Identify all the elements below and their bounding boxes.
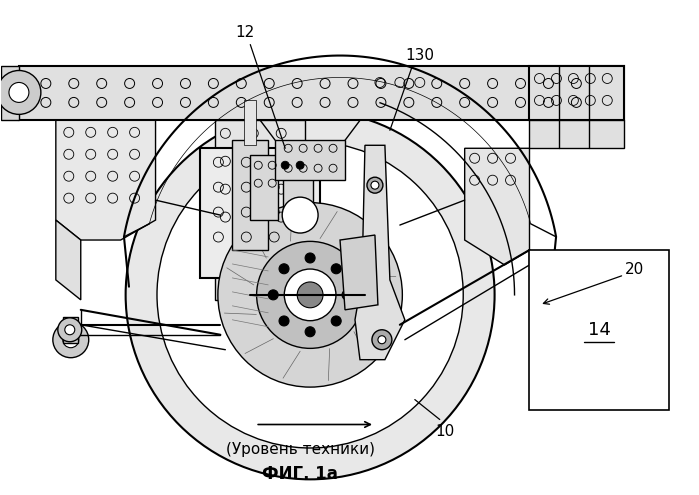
Text: 14: 14: [588, 321, 611, 339]
Text: (Уровень техники): (Уровень техники): [226, 442, 375, 457]
Bar: [63, 317, 78, 343]
Circle shape: [268, 290, 278, 300]
Circle shape: [371, 181, 379, 189]
Bar: [232, 140, 268, 250]
Circle shape: [281, 161, 289, 169]
Circle shape: [53, 322, 89, 358]
Polygon shape: [56, 220, 81, 300]
Text: 12: 12: [236, 25, 255, 40]
Bar: [250, 155, 278, 220]
Polygon shape: [340, 235, 378, 310]
Circle shape: [297, 282, 323, 308]
Bar: [530, 250, 669, 409]
Circle shape: [63, 332, 79, 347]
Text: 20: 20: [625, 262, 644, 277]
Bar: [283, 163, 313, 213]
Bar: [201, 148, 320, 278]
Bar: [215, 120, 305, 300]
Circle shape: [126, 110, 495, 479]
Text: 10: 10: [435, 424, 454, 439]
Circle shape: [279, 316, 289, 326]
Circle shape: [257, 242, 363, 348]
Polygon shape: [465, 148, 530, 265]
Circle shape: [284, 269, 336, 321]
Polygon shape: [355, 146, 405, 360]
Circle shape: [279, 264, 289, 274]
Text: 130: 130: [405, 48, 434, 63]
Circle shape: [282, 197, 318, 233]
Circle shape: [0, 70, 41, 114]
Circle shape: [367, 177, 383, 193]
Polygon shape: [56, 120, 156, 240]
Bar: [275, 140, 345, 180]
Bar: [19, 65, 624, 120]
Text: ФИГ. 1а: ФИГ. 1а: [262, 465, 338, 483]
Circle shape: [305, 253, 315, 263]
Circle shape: [296, 161, 304, 169]
Circle shape: [9, 83, 29, 102]
Circle shape: [65, 325, 75, 335]
Circle shape: [331, 316, 341, 326]
Circle shape: [331, 264, 341, 274]
Circle shape: [157, 142, 463, 448]
Circle shape: [378, 336, 386, 344]
Circle shape: [342, 290, 352, 300]
Circle shape: [58, 318, 82, 342]
Bar: [244, 100, 257, 146]
Bar: [530, 65, 624, 120]
Circle shape: [305, 327, 315, 337]
Polygon shape: [1, 65, 19, 120]
Circle shape: [218, 202, 403, 387]
Circle shape: [372, 330, 392, 349]
Bar: [530, 120, 624, 148]
